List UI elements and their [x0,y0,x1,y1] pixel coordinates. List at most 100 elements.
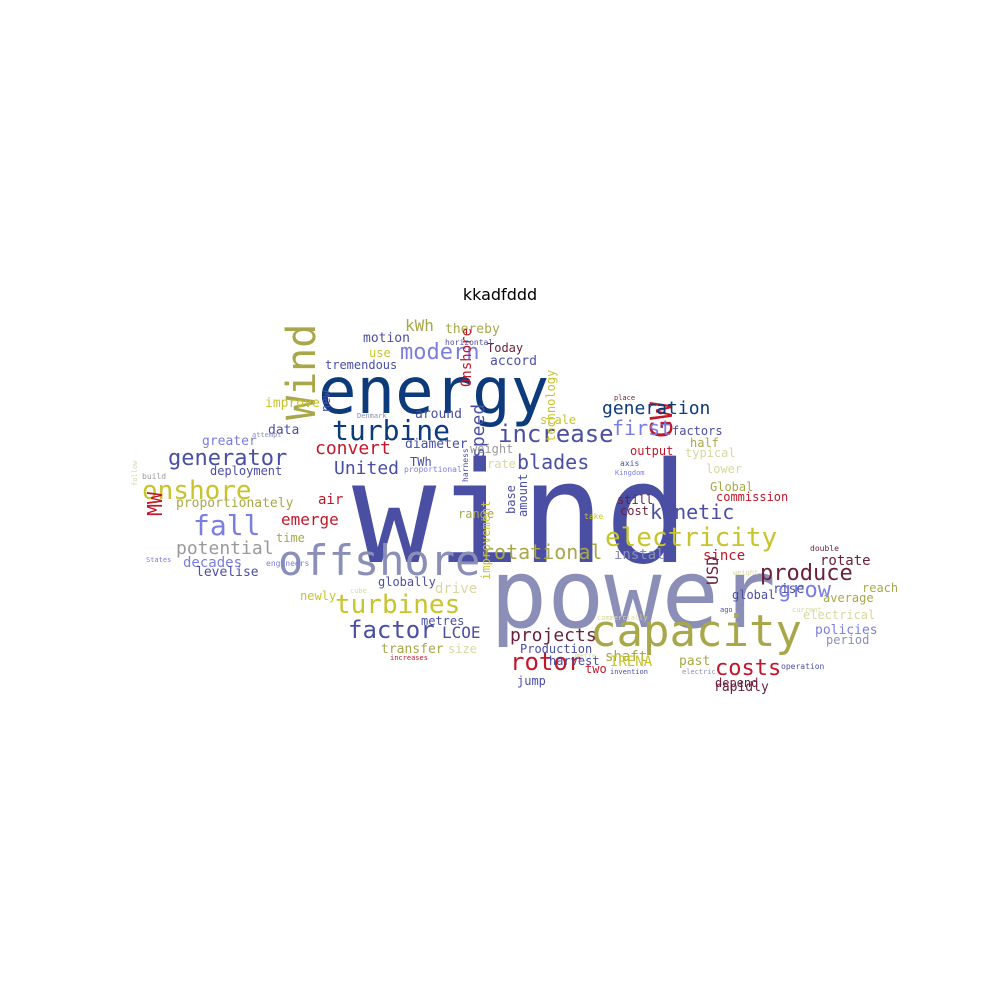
word-cloud-word: costs [715,656,782,681]
word-cloud-word: proportional [404,465,462,474]
word-cloud-word: metres [421,614,465,628]
word-cloud-word: scale [540,413,577,427]
word-cloud-word: lower [706,462,743,476]
word-cloud-word: energy [318,355,550,429]
word-cloud-word: average [823,591,874,605]
word-cloud-word: harvest [549,654,600,668]
word-cloud-word: levelise [196,565,259,580]
word-cloud-word: kWh [405,316,434,335]
word-cloud-word: factor [348,616,435,644]
word-cloud-word: rotor [510,648,583,676]
word-cloud-word: capacity [590,606,802,657]
word-cloud-word: Kingdom [615,469,645,477]
word-cloud-word: increase [498,420,614,448]
word-cloud-word: follow [131,460,139,486]
word-cloud-word: emerge [281,510,339,529]
word-cloud-word: policies [815,623,878,638]
word-cloud-word: shaft [605,649,648,665]
word-cloud-word: generator [168,446,288,471]
word-cloud-word: electric [682,668,716,676]
word-cloud-word: range [458,507,495,521]
word-cloud-word: data [268,423,300,438]
word-cloud-word: transfer [381,642,444,657]
word-cloud-word: grow [778,578,831,603]
word-cloud-word: since [703,548,746,564]
word-cloud-word: deployment [210,464,283,478]
word-cloud-word: modern [400,340,480,365]
word-cloud-word: attempt [252,431,282,439]
word-cloud-word: onshore [142,476,252,506]
word-cloud-word: electrical [803,608,876,622]
word-cloud-word: potential [176,538,274,559]
word-cloud-word: amount [516,473,530,517]
word-cloud-word: projects [510,625,597,646]
word-cloud-word: double [810,544,839,553]
word-cloud-word: first [612,416,673,440]
word-cloud-word: period [826,633,870,647]
word-cloud-word: offshore [278,536,481,585]
word-cloud-word: commercially [597,614,648,622]
word-cloud-word: instal [614,547,665,563]
word-cloud-word: LCOE [442,623,481,642]
word-cloud-word: turbine [332,414,451,447]
word-cloud-word: rotate [820,553,871,569]
word-cloud-word: tremendous [325,358,398,372]
word-cloud-word: wind [352,433,690,596]
word-cloud-word: horizontal [445,338,494,347]
word-cloud-word: Onshore [459,327,475,387]
word-cloud-word: place [614,394,636,402]
word-cloud-word: produce [760,561,853,586]
word-cloud-word: use [369,346,391,360]
word-cloud-word: size [448,642,477,656]
word-cloud-word: improve [265,396,320,411]
word-cloud-word: improvement [479,500,493,580]
word-cloud-word: diameter [405,437,468,452]
word-cloud-word: convert [315,438,391,459]
word-cloud-word: TWh [410,455,432,469]
word-cloud-word: kinetic [650,500,735,524]
word-cloud-word: new [319,390,333,412]
word-cloud-word: axis [620,459,640,468]
word-cloud-word: accord [490,354,537,369]
word-cloud-word: metre [575,652,597,660]
word-cloud-word: blades [517,450,590,474]
word-cloud-word: turbines [335,590,461,620]
word-cloud-word: Denmark [357,412,387,420]
word-cloud-word: rate [487,457,516,471]
word-cloud-word: past [679,654,711,669]
word-cloud-word: cube [350,587,367,595]
word-cloud-word: engineers [266,559,310,568]
word-cloud-word: weight [470,442,514,456]
word-cloud-word: factors [672,424,723,438]
word-cloud-word: typical [685,446,736,460]
word-cloud-word: invention [610,668,648,676]
word-cloud-word: States [146,556,172,564]
word-cloud-word: generation [602,398,711,419]
word-cloud-word: MW [143,491,167,516]
word-cloud-word: technology [544,369,558,442]
word-cloud-word: motion [363,331,410,346]
word-cloud-word: build [142,472,167,481]
word-cloud-word: newly [300,589,337,603]
word-cloud-word: two [585,662,607,676]
word-cloud-word: global [732,588,776,602]
word-cloud-word: operation [781,662,825,671]
word-cloud-word: air [318,492,344,508]
word-cloud-word: Production [520,642,593,656]
word-cloud-word: drive [435,581,478,597]
word-cloud-word: harness [461,448,470,482]
word-cloud-word: weight [733,569,759,577]
word-cloud-word: commission [716,490,789,504]
word-cloud-word: half [690,436,719,450]
word-cloud-word: power [490,540,776,650]
word-cloud-word: cost [620,504,649,518]
word-cloud-word: fall [193,509,261,542]
word-cloud-word: take [584,512,604,521]
word-cloud-word: ago [720,606,733,614]
word-cloud-word: time [276,531,305,545]
word-cloud-word: Global [710,480,754,494]
word-cloud-word: thereby [445,322,500,337]
word-cloud-word: output [630,444,674,458]
word-cloud-word: still [617,493,654,507]
